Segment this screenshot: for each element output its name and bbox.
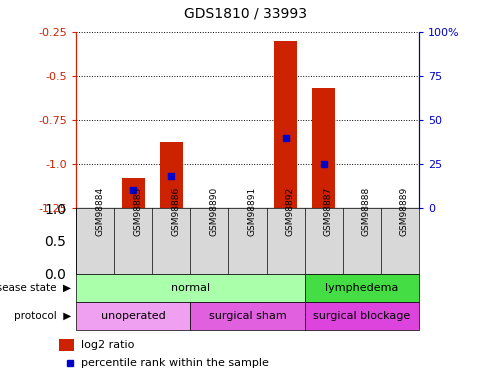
Text: log2 ratio: log2 ratio (81, 340, 134, 350)
Bar (190, 302, 305, 330)
Text: GSM98885: GSM98885 (133, 187, 142, 236)
Text: GSM98889: GSM98889 (400, 187, 409, 236)
Bar (59, 339, 74, 351)
Bar (122, 178, 145, 208)
Bar (312, 88, 335, 208)
Bar (305, 274, 419, 302)
Text: percentile rank within the sample: percentile rank within the sample (81, 358, 269, 368)
Text: normal: normal (171, 283, 210, 293)
Text: GSM98890: GSM98890 (209, 187, 219, 236)
Text: GSM98884: GSM98884 (95, 187, 104, 236)
Bar (274, 41, 297, 208)
Bar (160, 142, 183, 208)
Text: protocol  ▶: protocol ▶ (14, 311, 71, 321)
Text: GSM98888: GSM98888 (362, 187, 371, 236)
Text: GDS1810 / 33993: GDS1810 / 33993 (183, 7, 307, 21)
Text: disease state  ▶: disease state ▶ (0, 283, 71, 293)
Bar (76, 302, 190, 330)
Text: GSM98892: GSM98892 (286, 187, 294, 236)
Text: lymphedema: lymphedema (325, 283, 398, 293)
Text: surgical blockage: surgical blockage (313, 311, 411, 321)
Bar (305, 302, 419, 330)
Text: unoperated: unoperated (101, 311, 166, 321)
Text: GSM98891: GSM98891 (247, 187, 256, 236)
Text: GSM98887: GSM98887 (324, 187, 333, 236)
Text: GSM98886: GSM98886 (171, 187, 180, 236)
Bar (76, 274, 305, 302)
Text: surgical sham: surgical sham (209, 311, 286, 321)
